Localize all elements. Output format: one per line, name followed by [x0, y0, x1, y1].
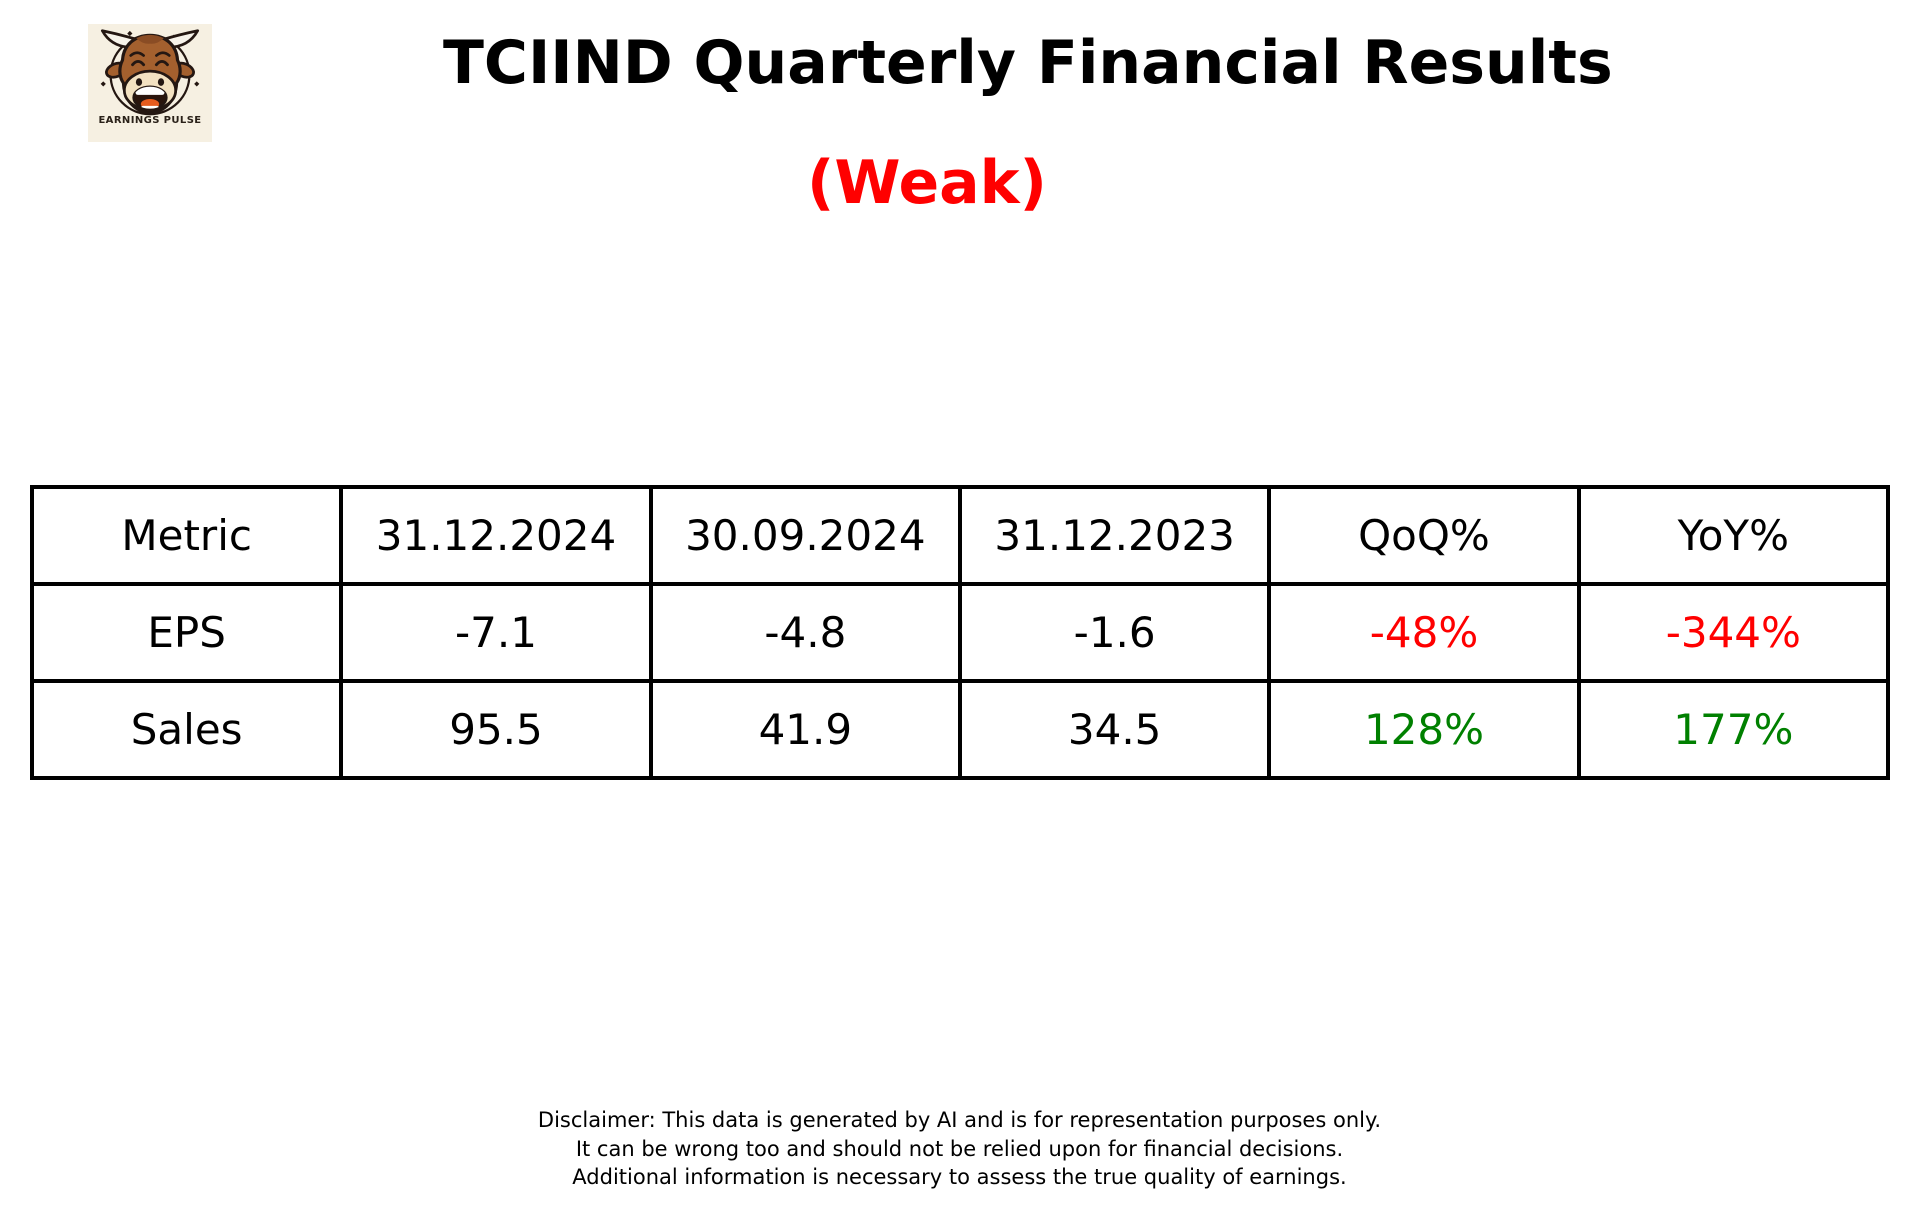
qoq-change-cell: 128% [1267, 679, 1581, 780]
verdict-label: (Weak) [807, 148, 1047, 218]
brand-name: EARNINGS PULSE [98, 115, 202, 126]
disclaimer-line: Additional information is necessary to a… [572, 1165, 1347, 1189]
yoy-change-cell: 177% [1576, 679, 1891, 780]
disclaimer: Disclaimer: This data is generated by AI… [0, 1106, 1919, 1192]
column-header-qoq: QoQ% [1267, 485, 1581, 586]
table-header-row: Metric 31.12.2024 30.09.2024 31.12.2023 … [29, 485, 1891, 586]
value-cell: -7.1 [339, 582, 653, 683]
column-header-yoy: YoY% [1576, 485, 1891, 586]
disclaimer-line: Disclaimer: This data is generated by AI… [537, 1108, 1382, 1132]
laughing-bull-icon [100, 29, 200, 116]
value-cell: 95.5 [339, 679, 653, 780]
value-cell: 34.5 [957, 679, 1272, 780]
column-header-q-yearago: 31.12.2023 [957, 485, 1272, 586]
earnings-pulse-logo: EARNINGS PULSE [88, 24, 212, 142]
table-row-sales: Sales 95.5 41.9 34.5 128% 177% [29, 679, 1891, 780]
page-title: TCIIND Quarterly Financial Results [443, 28, 1613, 98]
value-cell: -1.6 [957, 582, 1272, 683]
qoq-change-cell: -48% [1267, 582, 1581, 683]
value-cell: 41.9 [648, 679, 962, 780]
metric-cell: Sales [29, 679, 344, 780]
column-header-q-previous: 30.09.2024 [648, 485, 962, 586]
value-cell: -4.8 [648, 582, 962, 683]
column-header-q-current: 31.12.2024 [339, 485, 653, 586]
column-header-metric: Metric [29, 485, 344, 586]
disclaimer-line: It can be wrong too and should not be re… [575, 1136, 1344, 1161]
quarterly-results-table: Metric 31.12.2024 30.09.2024 31.12.2023 … [29, 485, 1891, 780]
metric-cell: EPS [29, 582, 344, 683]
yoy-change-cell: -344% [1576, 582, 1891, 683]
table-row-eps: EPS -7.1 -4.8 -1.6 -48% -344% [29, 582, 1891, 683]
